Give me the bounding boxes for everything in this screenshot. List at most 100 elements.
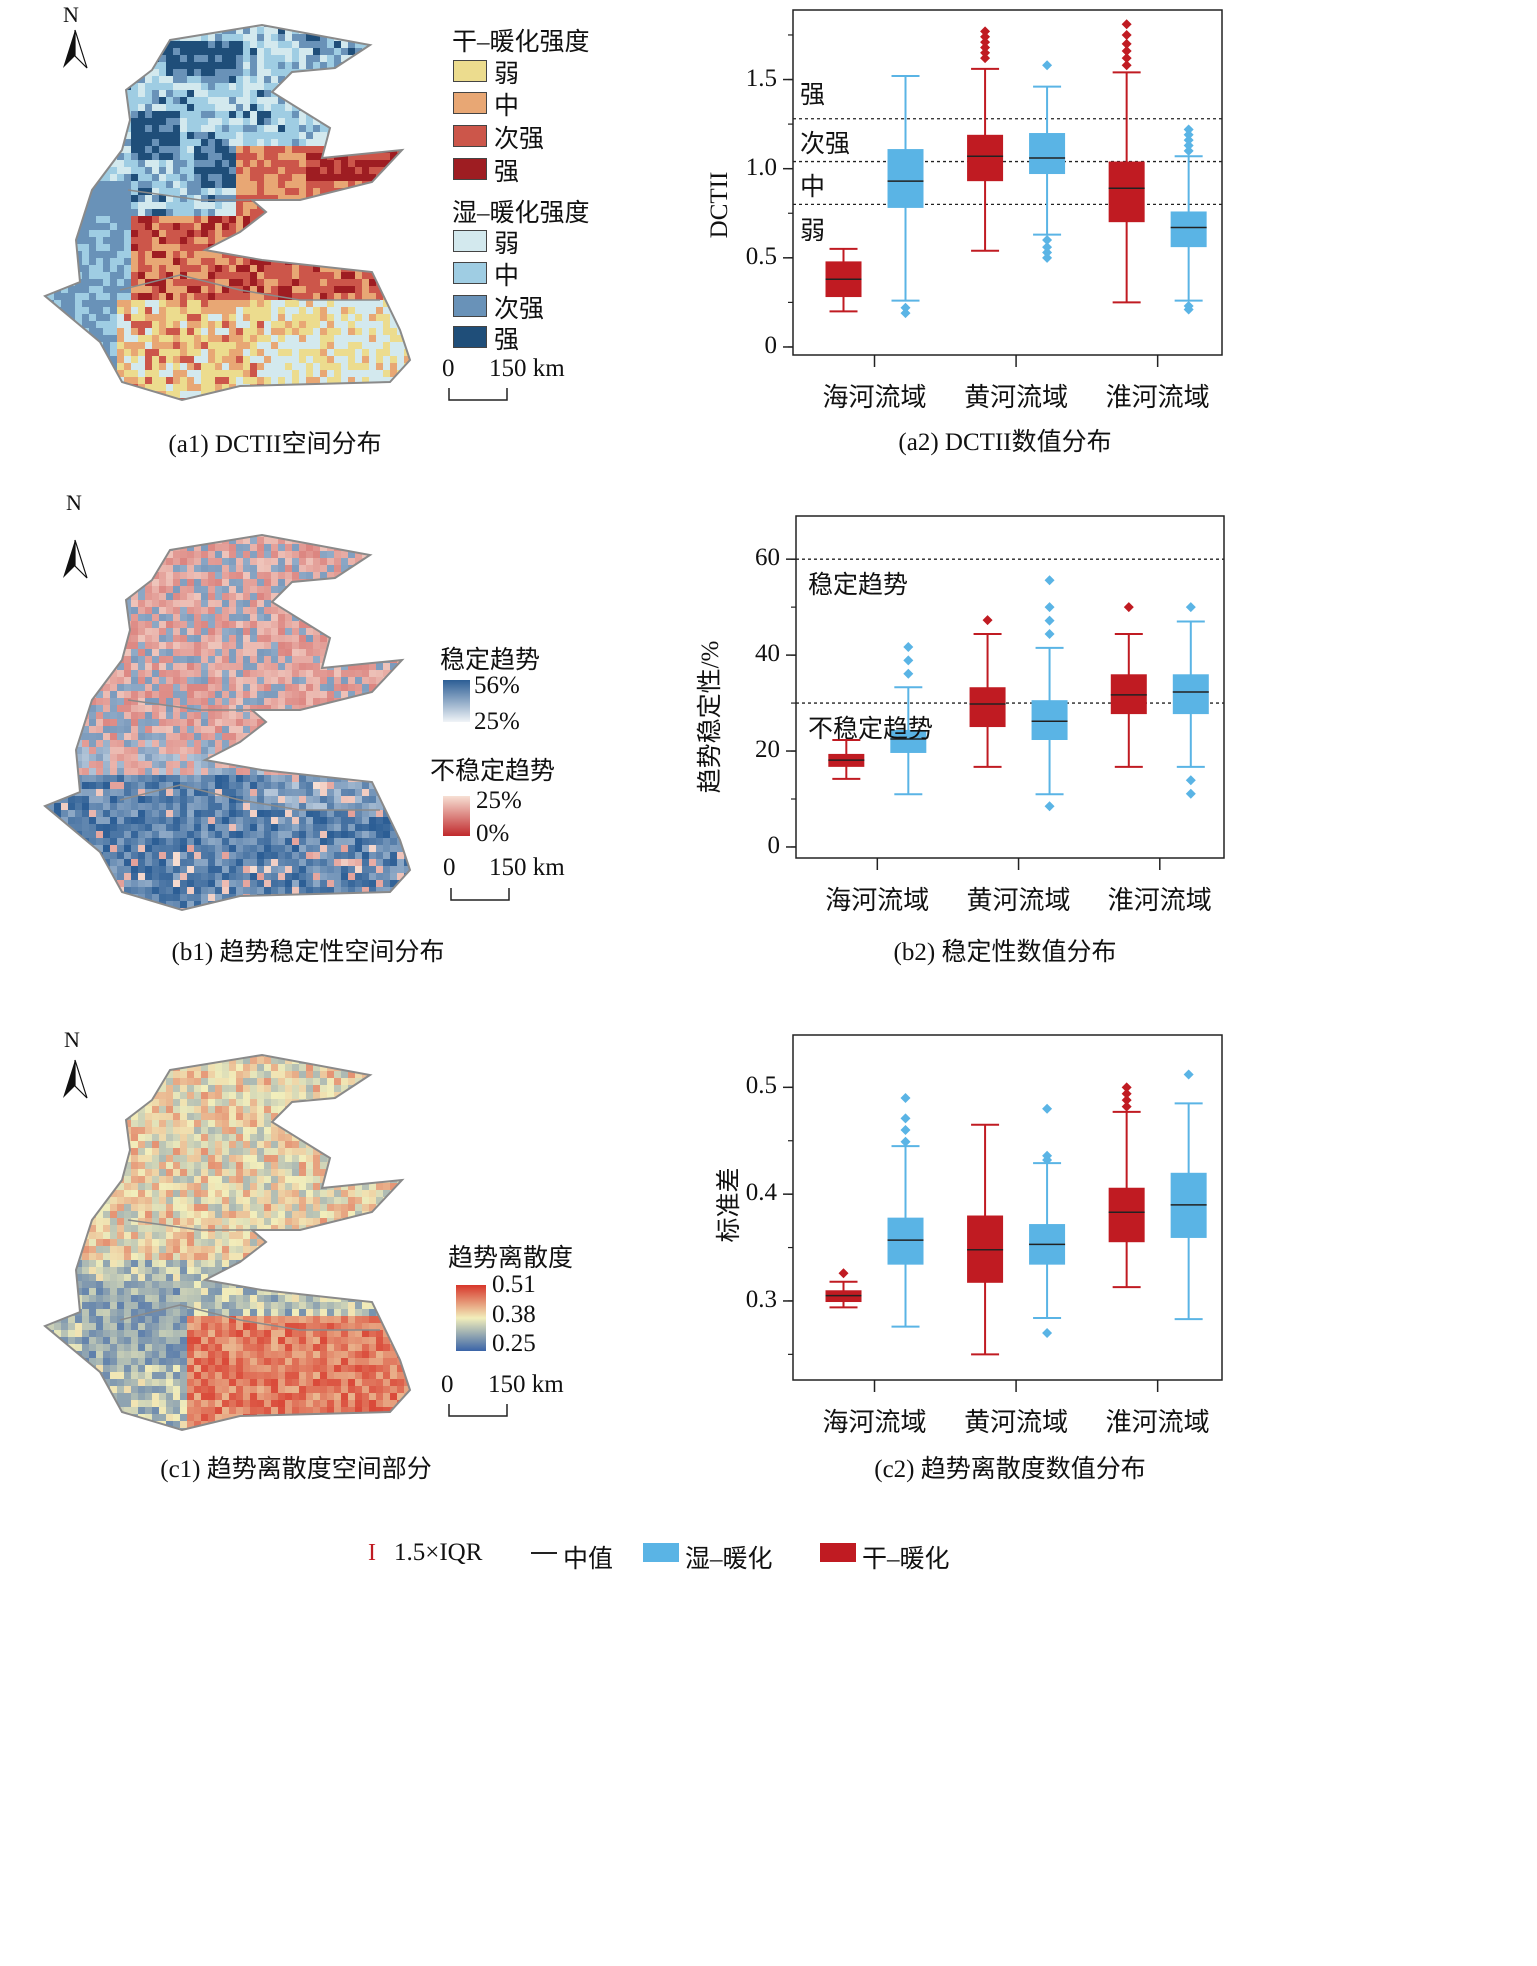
outlier-point (900, 308, 911, 319)
x-category-label: 海河流域 (822, 1408, 927, 1437)
chart-c2 (783, 1034, 1223, 1392)
outlier-point (1044, 628, 1055, 639)
outlier-point (1183, 124, 1194, 135)
outlier-point (1042, 1103, 1053, 1114)
caption-b1: (b1) 趋势稳定性空间分布 (171, 939, 445, 966)
plot-frame (792, 9, 1223, 356)
wet-legend-item: 次强 (494, 296, 545, 323)
outlier-point (1044, 575, 1055, 586)
dry-legend-item: 中 (494, 93, 520, 120)
scale-zero-b1: 0 (443, 854, 456, 881)
outlier-point (1044, 615, 1055, 626)
a1-wet-legend-title: 湿–暖化强度 (452, 200, 590, 227)
iqr-box (1170, 211, 1207, 248)
basin-boundary (43, 533, 412, 912)
dry-box-2 (1108, 1082, 1145, 1289)
outlier-point (1183, 145, 1194, 156)
iqr-box (1108, 161, 1145, 223)
basin-boundary (43, 23, 412, 402)
wet-box-2 (1170, 124, 1207, 315)
dispersion-tick-max: 0.51 (492, 1271, 536, 1298)
y-tick-label: 0 (764, 331, 778, 359)
x-category-label: 淮河流域 (1107, 886, 1212, 915)
wet-box-1 (1029, 1103, 1066, 1339)
north-arrow-icon (63, 539, 88, 579)
outlier-point (980, 31, 991, 42)
outlier-point (903, 668, 914, 679)
outlier-point (1121, 1101, 1132, 1112)
dry-legend-item: 弱 (494, 61, 520, 88)
scale-zero-c1: 0 (441, 1371, 454, 1398)
outlier-point (1185, 602, 1196, 613)
dry-swatch-3 (453, 158, 487, 180)
outlier-point (1042, 252, 1053, 263)
outlier-point (1121, 1082, 1132, 1093)
wet-box-2 (1172, 602, 1209, 799)
y-tick-label: 40 (755, 640, 780, 668)
median-line-icon (531, 1552, 557, 1554)
outlier-point (982, 615, 993, 626)
zone-label: 中 (800, 173, 826, 201)
zone-label: 次强 (800, 131, 851, 159)
outlier-point (1185, 788, 1196, 799)
outlier-point (900, 1093, 911, 1104)
x-category-label: 海河流域 (822, 383, 927, 412)
dry-box-0 (825, 1268, 862, 1309)
x-category-label: 淮河流域 (1105, 1408, 1210, 1437)
outlier-point (980, 42, 991, 53)
y-tick-label: 60 (755, 544, 780, 572)
y-tick-label: 1.5 (745, 64, 777, 92)
chart-a2 (783, 9, 1223, 367)
inner-boundary (127, 189, 250, 201)
a1-dry-legend-title: 干–暖化强度 (452, 29, 590, 56)
unstable-max-label: 25% (476, 787, 522, 814)
iqr-box (1108, 1187, 1145, 1243)
outlier-point (1121, 46, 1132, 57)
north-label-b1: N (66, 490, 82, 515)
scale-bar (448, 388, 508, 401)
outlier-point (980, 47, 991, 58)
scale-label-a1: 150 km (489, 355, 565, 382)
wet-box-0 (887, 1093, 924, 1328)
outlier-point (1121, 29, 1132, 40)
stable-min-label: 25% (474, 708, 520, 735)
b1-stable-legend-title: 稳定趋势 (440, 647, 541, 674)
wet-swatch-1 (453, 262, 487, 284)
dry-box-2 (1110, 602, 1147, 768)
outlier-point (1183, 140, 1194, 151)
dry-box-1 (967, 26, 1004, 252)
outlier-point (1044, 602, 1055, 613)
caption-a2: (a2) DCTII数值分布 (898, 429, 1112, 456)
plot-frame (792, 1034, 1223, 1381)
outlier-point (1121, 1095, 1132, 1106)
iqr-box (887, 1217, 924, 1265)
outlier-point (1044, 801, 1055, 812)
caption-a1: (a1) DCTII空间分布 (168, 431, 382, 458)
wet-legend-item: 强 (494, 327, 520, 354)
outlier-point (1121, 1088, 1132, 1099)
inner-boundary (119, 274, 380, 301)
wet-swatch-2 (453, 295, 487, 317)
legend-dry-label: 干–暖化 (862, 1546, 950, 1573)
zone-label: 不稳定趋势 (808, 716, 934, 744)
outlier-point (1042, 60, 1053, 71)
outlier-point (1183, 1069, 1194, 1080)
scale-bar (448, 1404, 508, 1417)
chart-b2 (786, 515, 1225, 870)
scale-label-c1: 150 km (488, 1371, 564, 1398)
iqr-box (967, 134, 1004, 182)
dispersion-tick-min: 0.25 (492, 1330, 536, 1357)
iqr-box (1029, 133, 1066, 175)
dispersion-tick-mid: 0.38 (492, 1301, 536, 1328)
dry-swatch-2 (453, 125, 487, 147)
plot-frame (795, 515, 1225, 859)
outlier-point (1185, 775, 1196, 786)
outlier-point (1042, 247, 1053, 258)
iqr-box (969, 687, 1006, 728)
dry-box-2 (1108, 19, 1145, 304)
outlier-point (1183, 304, 1194, 315)
dry-box-0 (828, 739, 865, 780)
